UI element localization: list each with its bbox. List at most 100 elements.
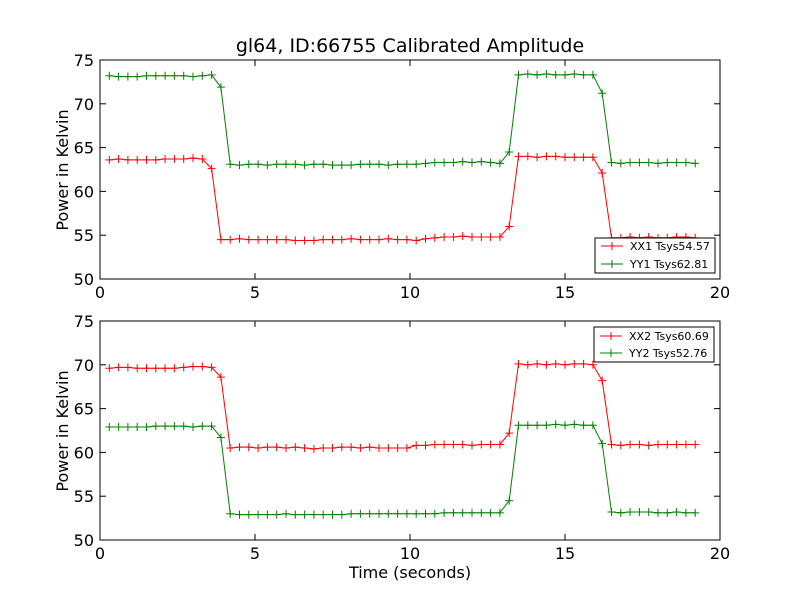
y-axis-label: Power in Kelvin [53,109,72,230]
data-point [681,158,690,167]
y-tick-label: 50 [74,531,94,550]
data-point [570,153,579,162]
x-tick-label: 5 [250,544,260,563]
data-point [384,509,393,518]
data-point [468,158,476,167]
data-point [542,70,551,79]
data-point [412,160,421,169]
data-point [402,235,411,244]
data-point [421,441,430,450]
x-tick-label: 15 [555,544,575,563]
data-point [105,155,114,164]
data-point [579,421,588,430]
data-point [495,508,504,517]
data-point [300,444,309,453]
data-point [626,158,635,167]
data-point [235,443,244,452]
data-point [561,153,569,162]
data-point [505,496,514,505]
data-point [607,440,616,449]
data-point [579,359,588,368]
data-point [654,159,662,168]
data-point [542,421,551,430]
data-point [123,363,132,372]
data-point [328,444,337,453]
data-point [263,161,272,170]
legend-entry: YY2 Tsys52.76 [600,347,707,360]
data-point [561,70,569,79]
data-point [114,363,123,372]
data-point [319,160,328,169]
series-1 [105,359,700,453]
data-point [523,70,532,79]
data-point [142,364,151,373]
y-axis-label: Power in Kelvin [53,370,72,491]
y-tick-label: 60 [74,182,94,201]
data-point [449,232,458,241]
legend-label-xx2: XX2 Tsys60.69 [629,330,709,343]
data-point [626,507,635,516]
data-point [495,440,504,449]
data-point [189,154,197,163]
data-point [458,440,467,449]
data-point [654,440,662,449]
legend-entry: YY1 Tsys62.81 [601,258,708,271]
chart-title: gl64, ID:66755 Calibrated Amplitude [236,35,584,57]
data-point [161,422,170,431]
data-point [449,440,458,449]
x-tick-label: 10 [400,544,420,563]
data-point [133,72,142,81]
data-point [635,440,644,449]
data-point [570,420,579,429]
data-point [440,232,449,241]
legend-box [594,237,716,274]
data-point [189,72,197,81]
data-point [393,444,402,453]
data-point [198,422,207,431]
data-point [412,441,421,450]
data-point [365,160,374,169]
data-point [142,155,151,164]
data-point [468,232,476,241]
data-point [384,234,393,243]
data-point [170,422,179,431]
data-point [161,154,170,163]
data-point [477,508,486,517]
x-tick-label: 0 [95,283,105,302]
data-point [282,235,290,244]
data-point [533,153,542,162]
data-point [691,159,700,168]
data-point [263,443,272,452]
data-point [635,507,644,516]
data-point [226,509,235,518]
data-point [551,359,560,368]
data-point [486,158,495,167]
tick-layer: 0 5 10 15 20 50 55 60 65 70 75 [74,51,731,302]
data-point [551,420,560,429]
data-point [244,510,253,519]
data-point [170,71,179,80]
data-point [561,360,569,369]
data-point [533,421,542,430]
data-point [300,236,309,245]
data-point [616,508,625,517]
data-point [375,160,383,169]
data-point [347,161,356,170]
y-tick-label: 55 [74,226,94,245]
data-point [328,510,337,519]
data-point [272,510,281,519]
legend-marker-yy1 [608,260,616,268]
data-point [123,72,132,81]
data-point [375,509,383,518]
data-point [142,422,151,431]
data-point [533,70,542,79]
data-point [514,152,523,161]
data-point [505,147,514,156]
y-tick-label: 55 [74,487,94,506]
data-point [291,510,300,519]
data-point [449,158,458,167]
data-point [161,364,170,373]
data-point [300,510,309,519]
legend: XX1 Tsys54.57 YY1 Tsys62.81 [594,237,716,274]
data-point [663,440,672,449]
